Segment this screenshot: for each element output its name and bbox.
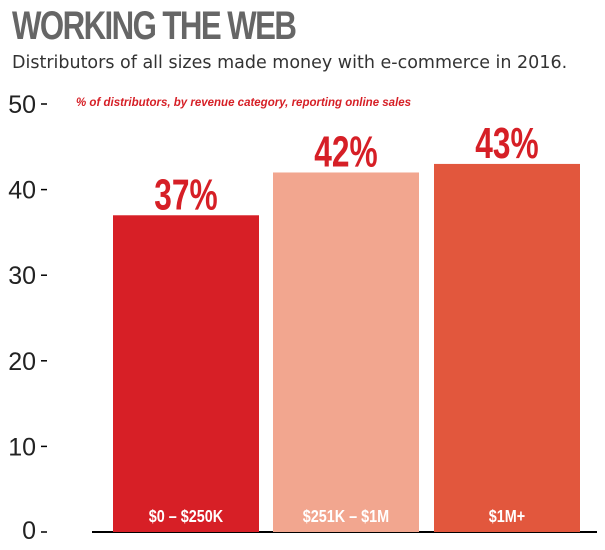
y-tick-label-20: 20 [8,348,36,376]
data-label-2: 42% [314,127,377,176]
category-label-1: $0 – $250K [149,507,224,527]
y-tick-label-50: 50 [8,91,36,119]
category-label-2: $251K – $1M [303,507,389,527]
bar-1 [113,215,259,532]
chart-subtitle: Distributors of all sizes made money wit… [12,53,568,73]
chart-title: WORKING THE WEB [12,4,297,48]
y-tick-label-30: 30 [8,262,36,290]
bar-3 [434,163,580,533]
y-tick-label-0: 0 [22,517,36,545]
bar-2 [273,172,419,533]
y-tick-label-40: 40 [8,177,36,205]
category-label-3: $1M+ [489,507,525,527]
data-label-3: 43% [475,119,538,168]
y-tick-label-10: 10 [8,433,36,461]
data-label-1: 37% [154,170,217,219]
chart-annotation: % of distributors, by revenue category, … [76,97,411,109]
